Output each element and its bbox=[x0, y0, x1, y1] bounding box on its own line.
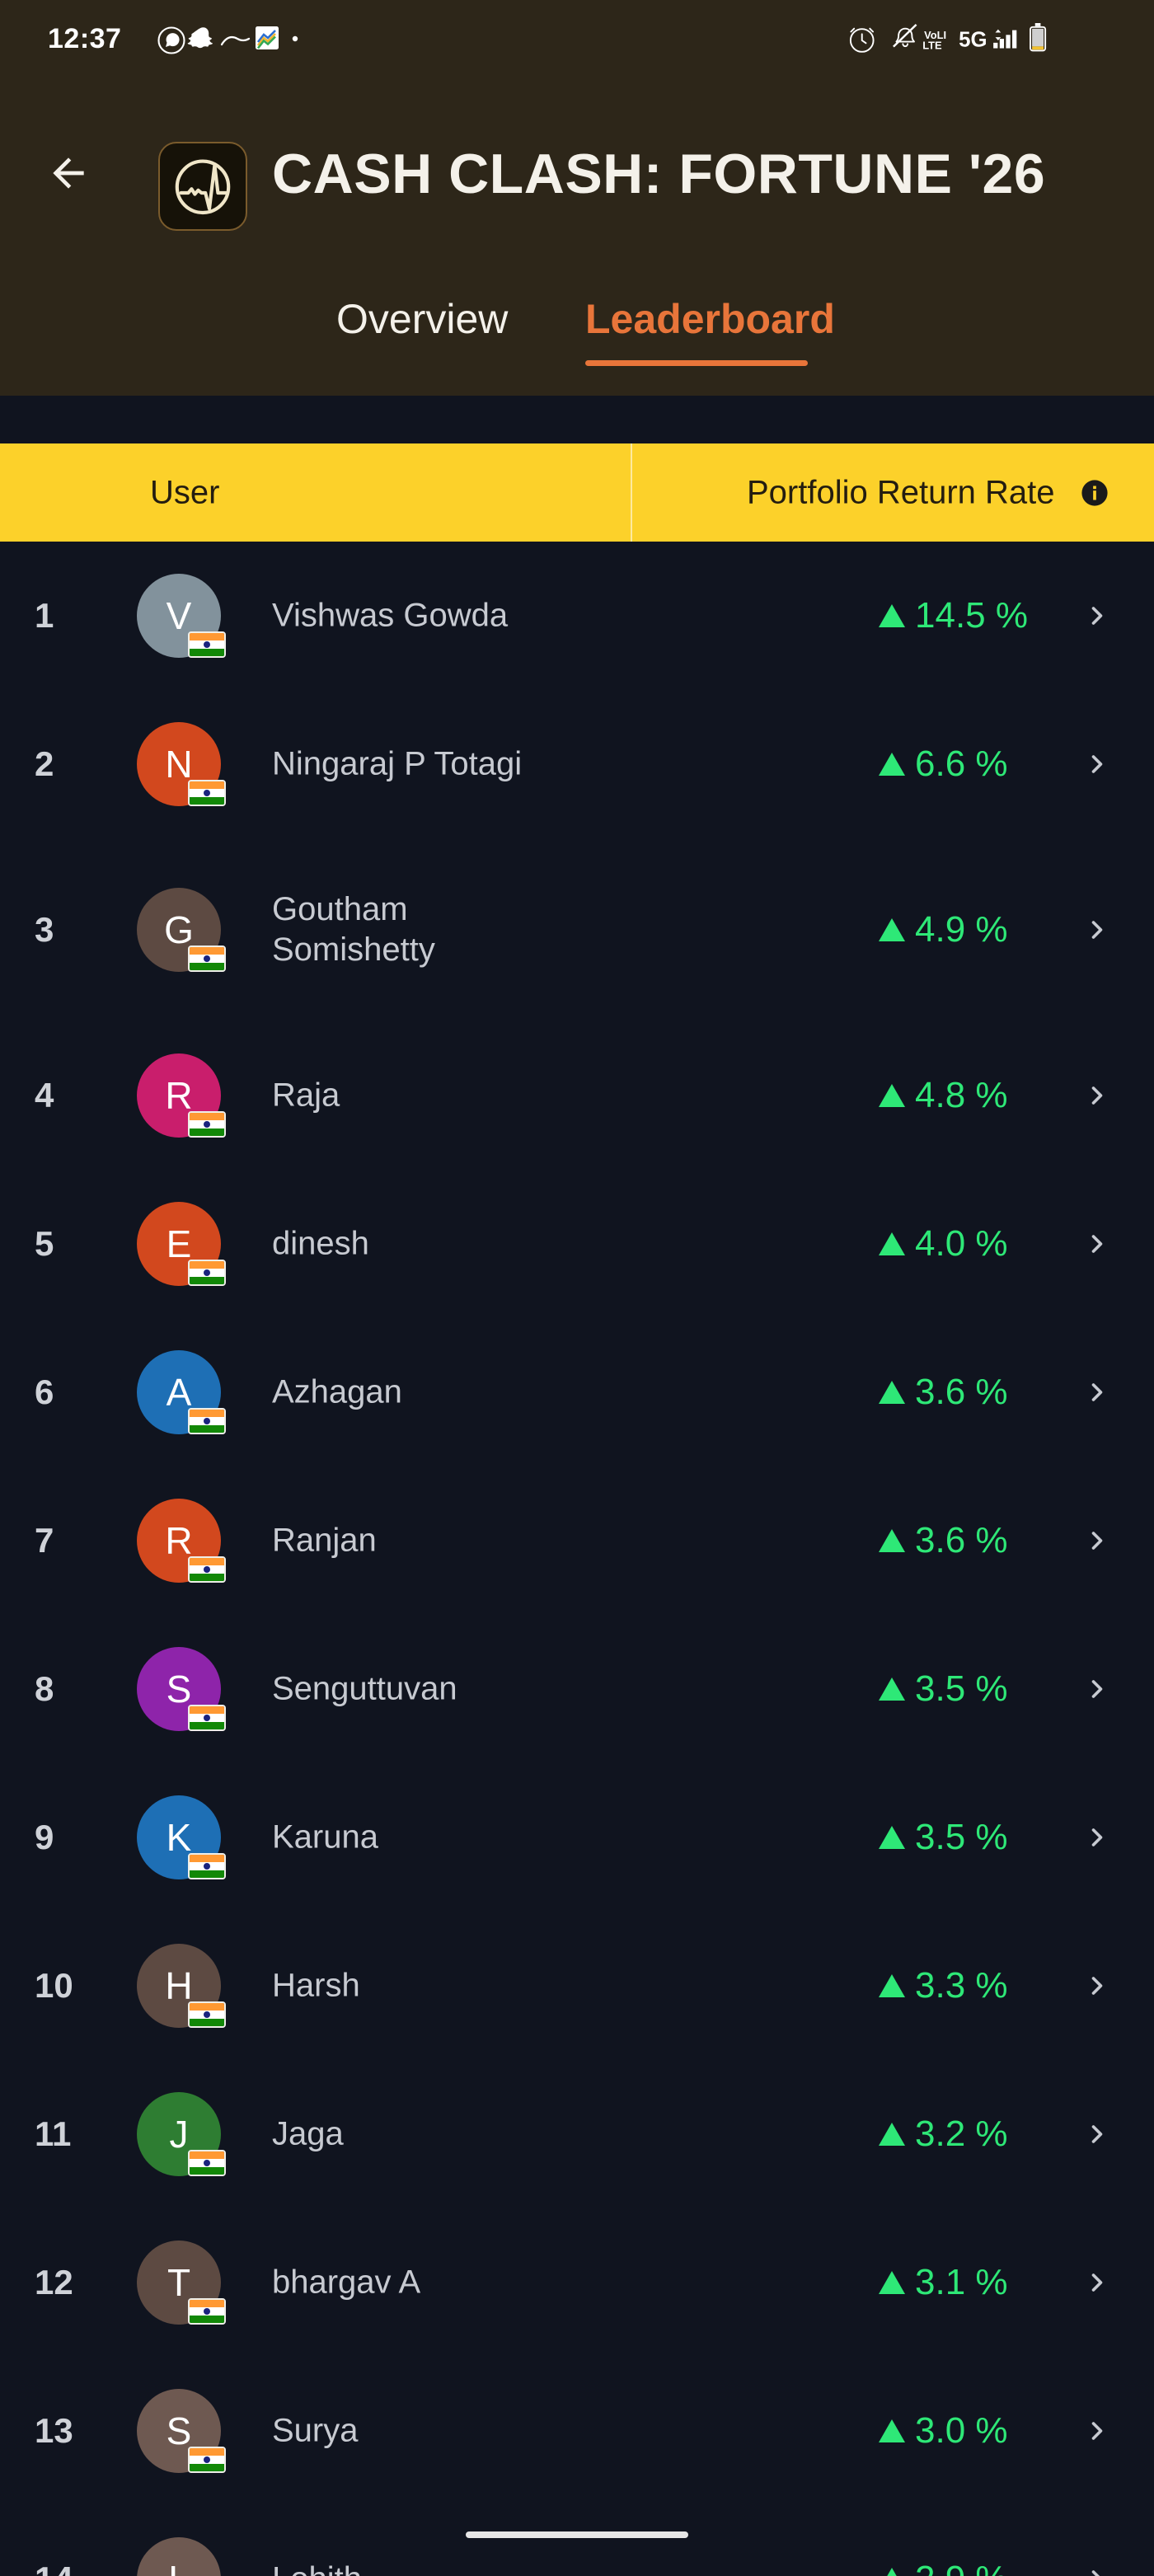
svg-text:LTE: LTE bbox=[922, 40, 942, 52]
svg-text:5G: 5G bbox=[959, 29, 987, 52]
